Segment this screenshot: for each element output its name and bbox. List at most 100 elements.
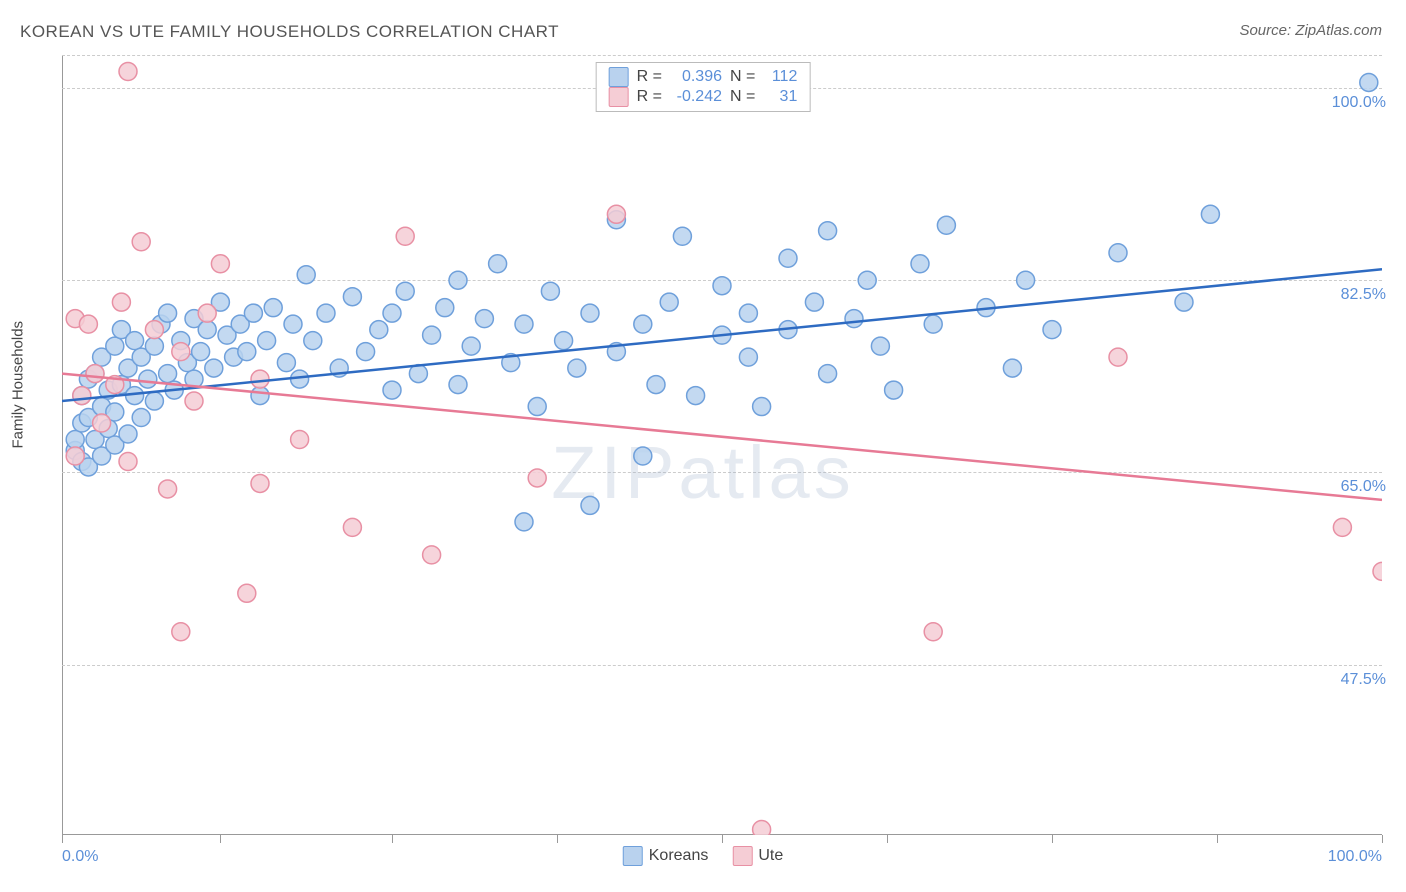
data-point [753, 398, 771, 416]
data-point [1003, 359, 1021, 377]
data-point [284, 315, 302, 333]
data-point [515, 513, 533, 531]
legend-swatch [623, 846, 643, 866]
data-point [192, 343, 210, 361]
data-point [370, 321, 388, 339]
legend-n-label: N = [730, 88, 755, 106]
data-point [159, 304, 177, 322]
data-point [660, 293, 678, 311]
data-point [126, 332, 144, 350]
legend-row: R =0.396N =112 [609, 67, 798, 87]
data-point [1360, 73, 1378, 91]
data-point [449, 271, 467, 289]
data-point [858, 271, 876, 289]
data-point [139, 370, 157, 388]
data-point [244, 304, 262, 322]
x-tick [220, 835, 221, 843]
data-point [172, 343, 190, 361]
data-point [66, 447, 84, 465]
data-point [205, 359, 223, 377]
data-point [489, 255, 507, 273]
data-point [687, 387, 705, 405]
data-point [258, 332, 276, 350]
x-tick [722, 835, 723, 843]
data-point [753, 821, 771, 835]
chart-title: KOREAN VS UTE FAMILY HOUSEHOLDS CORRELAT… [20, 22, 559, 42]
data-point [568, 359, 586, 377]
legend-swatch [609, 87, 629, 107]
data-point [805, 293, 823, 311]
series-legend-label: Koreans [649, 847, 709, 864]
series-legend-item: Koreans [623, 846, 709, 866]
legend-n-label: N = [730, 68, 755, 86]
data-point [845, 310, 863, 328]
legend-n-value: 31 [763, 88, 797, 106]
data-point [357, 343, 375, 361]
legend-swatch [609, 67, 629, 87]
data-point [79, 315, 97, 333]
data-point [145, 321, 163, 339]
source-attribution: Source: ZipAtlas.com [1239, 22, 1382, 39]
data-point [251, 370, 269, 388]
data-point [343, 288, 361, 306]
x-axis-max-label: 100.0% [1328, 848, 1382, 866]
data-point [73, 387, 91, 405]
data-point [264, 299, 282, 317]
y-axis-label: Family Households [10, 321, 27, 449]
data-point [581, 304, 599, 322]
data-point [317, 304, 335, 322]
x-tick [392, 835, 393, 843]
data-point [739, 348, 757, 366]
x-tick [557, 835, 558, 843]
data-point [819, 365, 837, 383]
data-point [198, 304, 216, 322]
data-point [172, 623, 190, 641]
legend-n-value: 112 [763, 68, 797, 86]
data-point [304, 332, 322, 350]
data-point [937, 216, 955, 234]
legend-swatch [732, 846, 752, 866]
data-point [581, 496, 599, 514]
x-tick [887, 835, 888, 843]
data-point [343, 518, 361, 536]
data-point [1373, 562, 1382, 580]
data-point [251, 387, 269, 405]
data-point [713, 277, 731, 295]
data-point [119, 62, 137, 80]
x-axis-min-label: 0.0% [62, 848, 98, 866]
data-point [673, 227, 691, 245]
correlation-legend: R =0.396N =112R =-0.242N =31 [596, 62, 811, 112]
data-point [528, 398, 546, 416]
data-point [211, 255, 229, 273]
data-point [132, 409, 150, 427]
data-point [1017, 271, 1035, 289]
data-point [159, 480, 177, 498]
data-point [779, 249, 797, 267]
data-point [145, 337, 163, 355]
x-tick [1382, 835, 1383, 843]
data-point [462, 337, 480, 355]
data-point [383, 381, 401, 399]
legend-r-value: -0.242 [670, 88, 722, 106]
data-point [647, 376, 665, 394]
x-tick [1217, 835, 1218, 843]
data-point [297, 266, 315, 284]
data-point [871, 337, 889, 355]
data-point [436, 299, 454, 317]
data-point [106, 337, 124, 355]
data-point [924, 315, 942, 333]
data-point [541, 282, 559, 300]
data-point [1333, 518, 1351, 536]
data-point [198, 321, 216, 339]
legend-row: R =-0.242N =31 [609, 87, 798, 107]
data-point [607, 205, 625, 223]
data-point [238, 343, 256, 361]
data-point [634, 315, 652, 333]
data-point [475, 310, 493, 328]
series-legend: KoreansUte [623, 846, 784, 866]
data-point [1201, 205, 1219, 223]
data-point [277, 354, 295, 372]
data-point [291, 431, 309, 449]
data-point [1109, 348, 1127, 366]
data-point [1043, 321, 1061, 339]
